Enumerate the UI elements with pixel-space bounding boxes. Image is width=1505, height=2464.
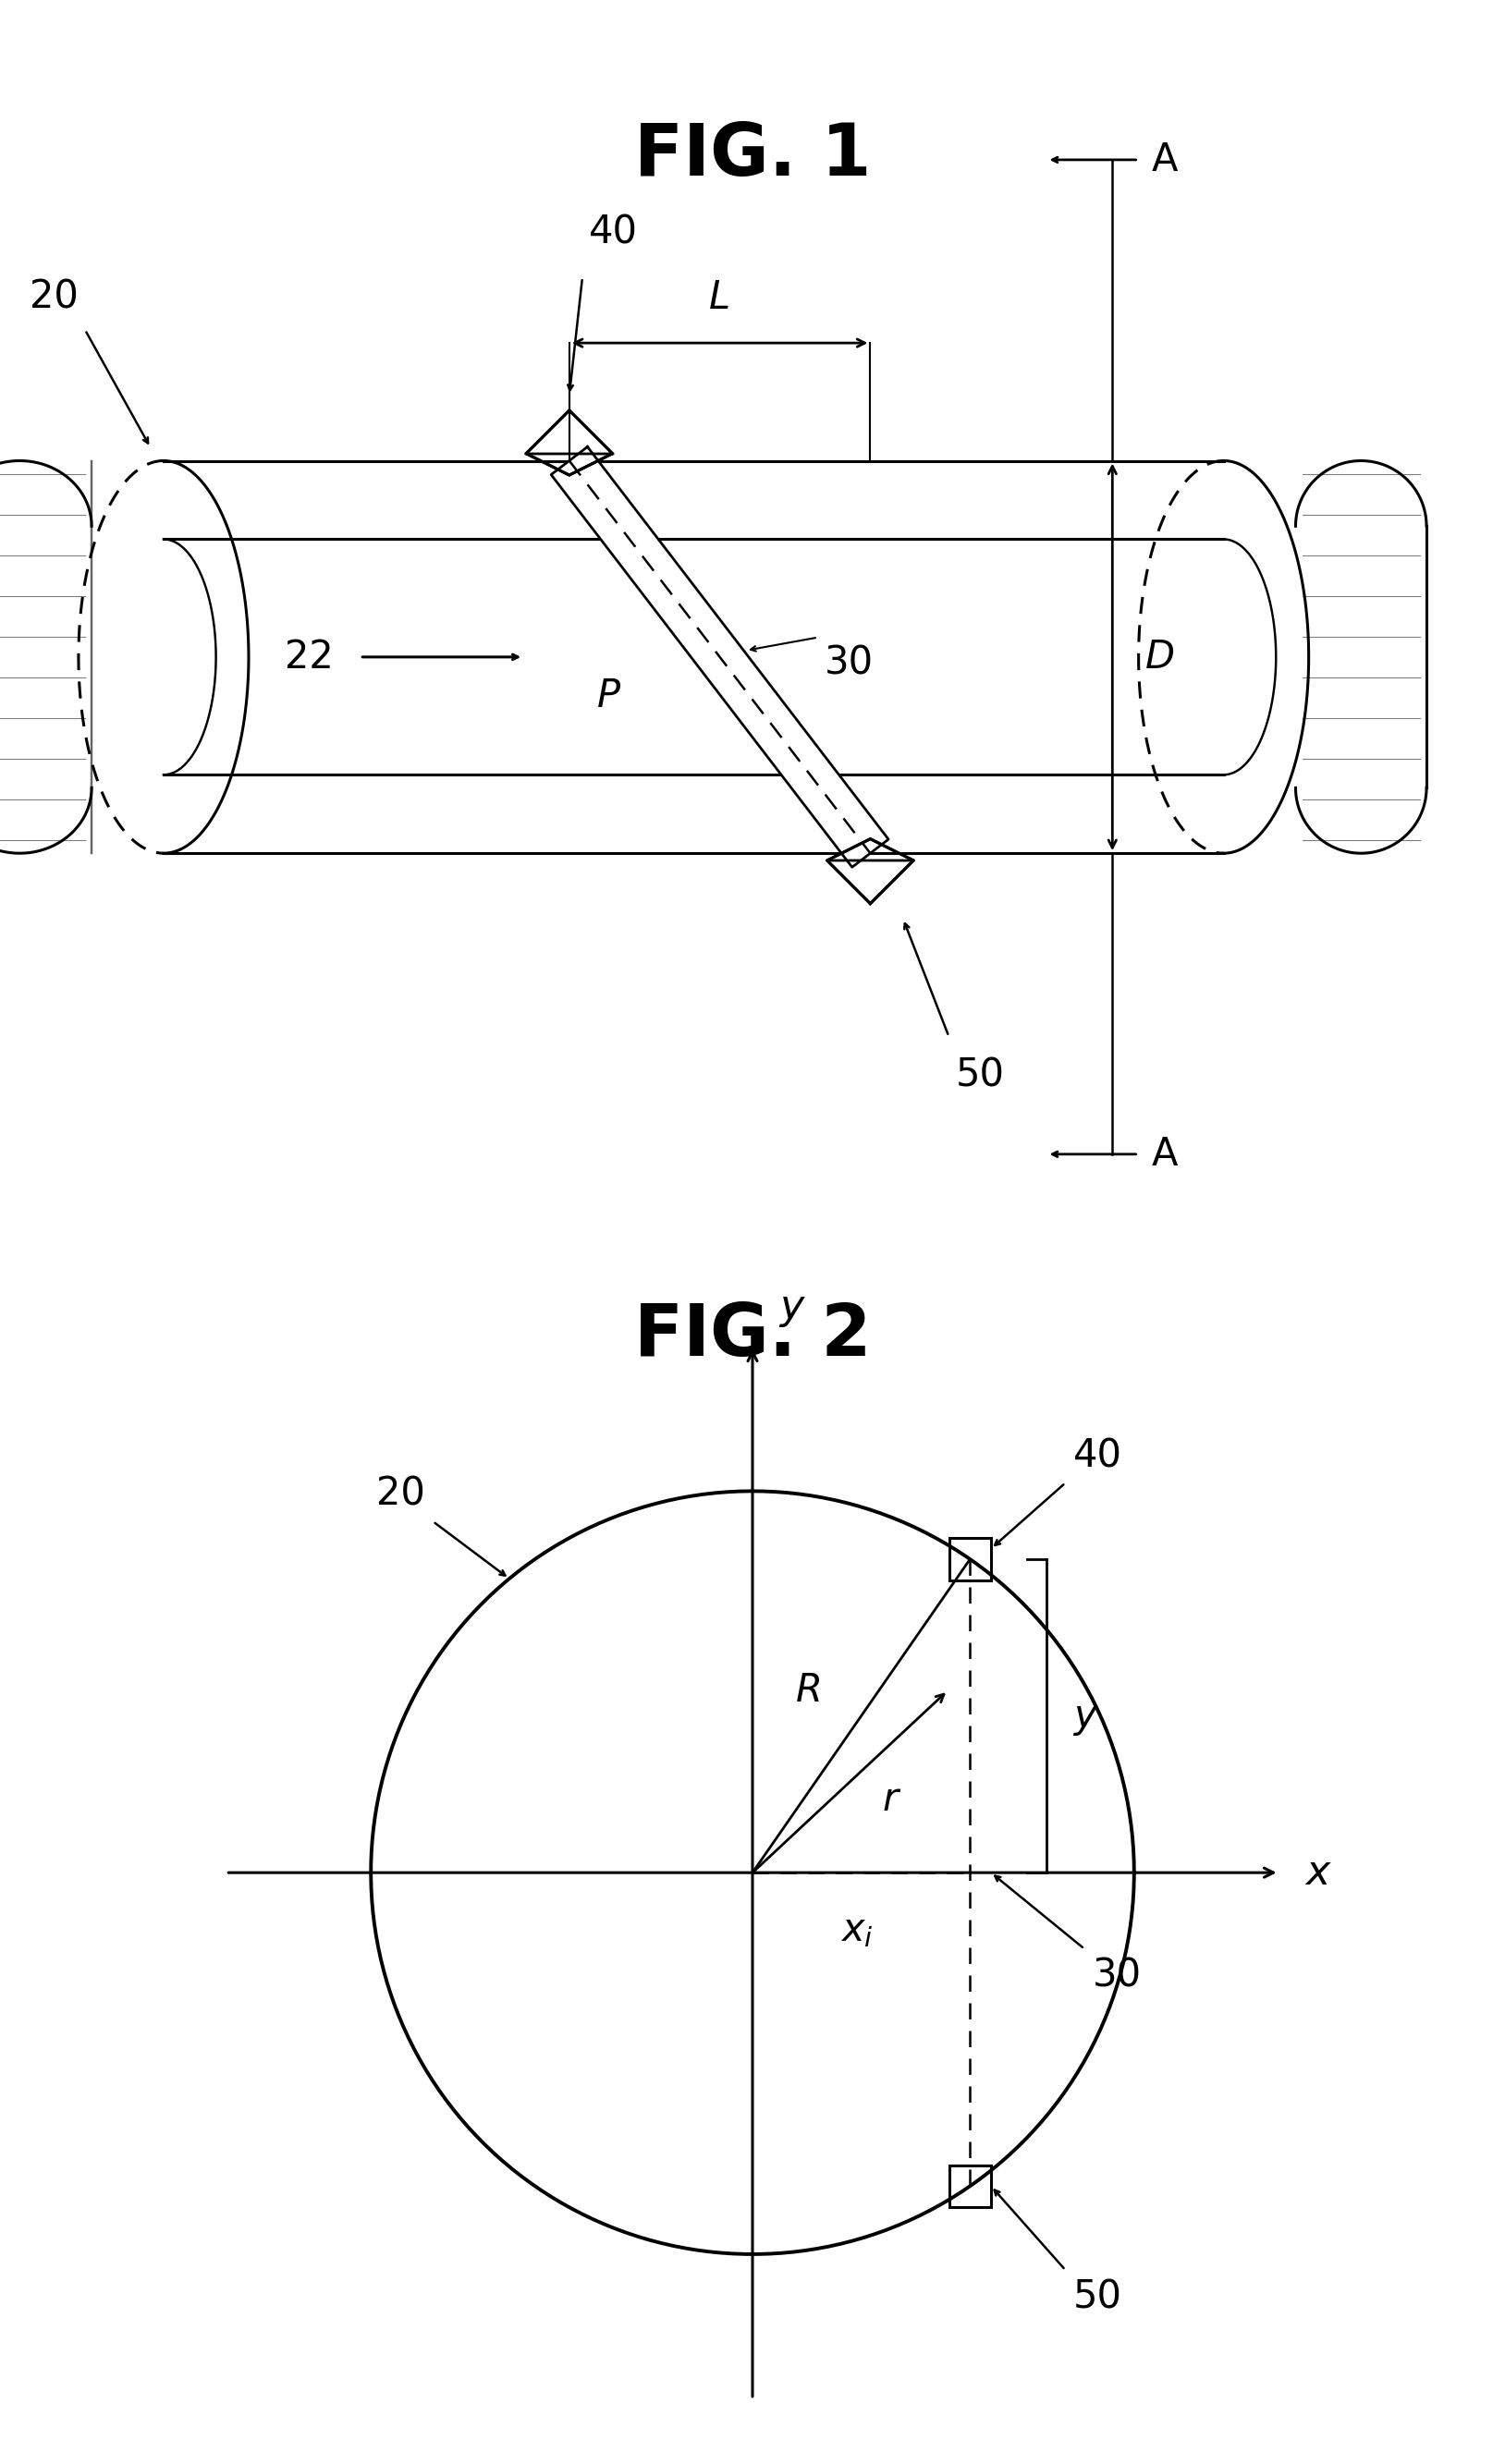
Text: R: R — [796, 1671, 822, 1710]
Text: L: L — [709, 278, 730, 318]
Bar — [950, 2166, 990, 2208]
Text: FIG. 2: FIG. 2 — [634, 1301, 871, 1370]
Text: A: A — [1151, 140, 1178, 180]
Polygon shape — [551, 446, 888, 867]
Text: 40: 40 — [1073, 1437, 1123, 1476]
Text: 20: 20 — [30, 278, 78, 318]
Text: 20: 20 — [376, 1476, 426, 1513]
Text: 40: 40 — [588, 212, 638, 251]
Text: A: A — [1151, 1136, 1178, 1173]
Text: r: r — [883, 1779, 898, 1818]
Text: P: P — [597, 678, 620, 715]
Text: 30: 30 — [825, 643, 873, 683]
Text: 50: 50 — [956, 1057, 1004, 1094]
Text: D: D — [1145, 638, 1175, 678]
Text: 30: 30 — [1093, 1956, 1141, 1996]
Text: y: y — [1073, 1698, 1096, 1735]
Text: 50: 50 — [1073, 2277, 1123, 2316]
Text: FIG. 1: FIG. 1 — [634, 121, 871, 190]
Text: x: x — [1306, 1853, 1330, 1892]
Bar — [950, 1538, 990, 1579]
Text: 22: 22 — [284, 638, 334, 678]
Text: $x_i$: $x_i$ — [840, 1910, 873, 1949]
Text: y: y — [780, 1286, 804, 1328]
